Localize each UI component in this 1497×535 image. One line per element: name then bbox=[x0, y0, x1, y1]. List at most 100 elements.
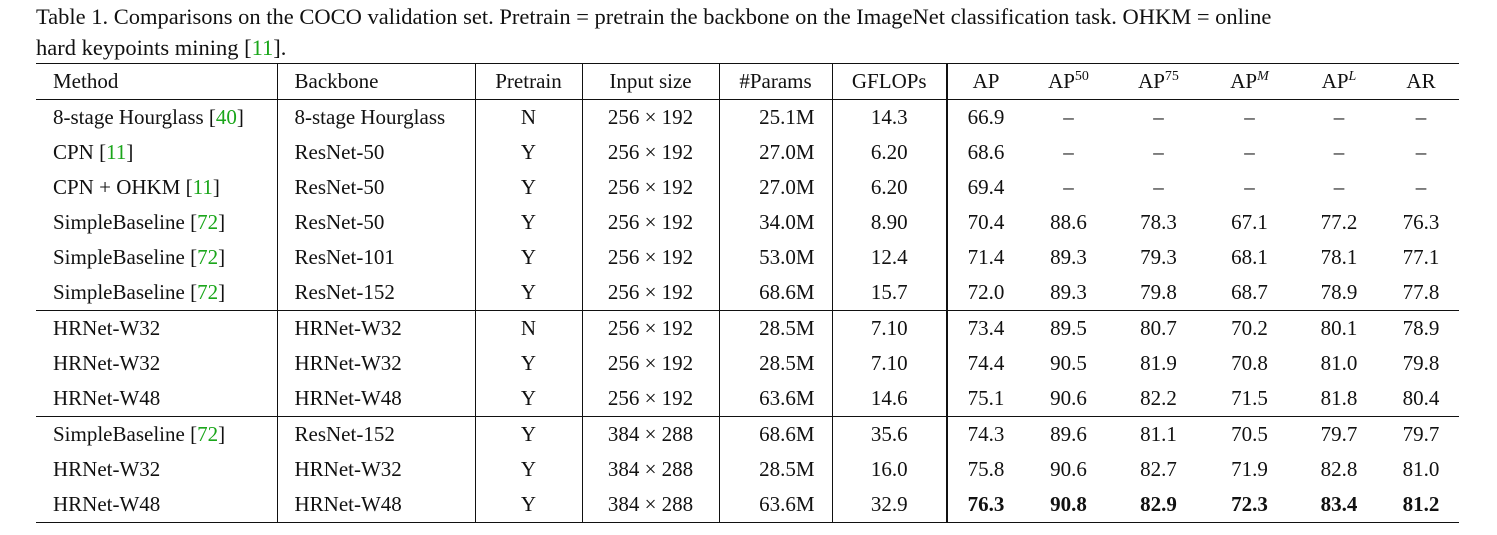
table-row: 8-stage Hourglass [40] 8-stage Hourglass N… bbox=[36, 99, 1459, 135]
citation-close: ] bbox=[218, 210, 226, 234]
cell-method: HRNet-W32 bbox=[36, 346, 278, 381]
cell-ap50: – bbox=[1063, 105, 1074, 129]
cell-ap: 69.4 bbox=[967, 175, 1005, 199]
cell-ap75: 79.8 bbox=[1140, 280, 1177, 304]
cell-ap75: – bbox=[1153, 175, 1164, 199]
cell-params: 53.0M bbox=[719, 240, 833, 275]
method-name: SimpleBaseline [ bbox=[53, 422, 198, 446]
cell-ap50: 88.6 bbox=[1050, 210, 1087, 234]
cell-ar: 78.9 bbox=[1383, 310, 1459, 346]
cell-ar: – bbox=[1415, 105, 1427, 129]
cell-input-size: 384 × 288 bbox=[582, 452, 720, 487]
cell-gflops: 6.20 bbox=[832, 135, 948, 170]
citation-link[interactable]: 72 bbox=[197, 280, 219, 304]
method-name: SimpleBaseline [ bbox=[53, 280, 198, 304]
cell-apm: – bbox=[1244, 175, 1255, 199]
citation-link[interactable]: 11 bbox=[251, 35, 274, 60]
table-body: 8-stage Hourglass [40] 8-stage Hourglass N… bbox=[36, 99, 1459, 523]
header-input-size: Input size bbox=[582, 63, 720, 100]
cell-gflops: 8.90 bbox=[832, 205, 948, 240]
table-row: SimpleBaseline [72] ResNet-152 Y 384 × 288 6… bbox=[36, 416, 1459, 452]
citation-link[interactable]: 11 bbox=[192, 175, 213, 199]
cell-backbone: ResNet-101 bbox=[277, 240, 476, 275]
citation-close: ] bbox=[212, 175, 220, 199]
cell-apm: – bbox=[1244, 140, 1255, 164]
cell-apm: – bbox=[1244, 105, 1255, 129]
cell-ar: 79.7 bbox=[1383, 416, 1459, 452]
cell-backbone: HRNet-W32 bbox=[277, 346, 476, 381]
cell-apl: 79.7 bbox=[1295, 416, 1383, 452]
cell-method: HRNet-W48 bbox=[36, 487, 278, 523]
cell-method: CPN [11] bbox=[36, 135, 278, 170]
cell-pretrain: Y bbox=[475, 381, 583, 417]
citation-link[interactable]: 72 bbox=[197, 422, 219, 446]
cell-method: HRNet-W32 bbox=[36, 452, 278, 487]
cell-gflops: 14.3 bbox=[832, 99, 948, 135]
header-ar: AR bbox=[1383, 63, 1459, 100]
cell-ap50: 90.6 bbox=[1050, 457, 1087, 481]
citation-link[interactable]: 72 bbox=[197, 245, 219, 269]
cell-apm: 70.2 bbox=[1204, 310, 1295, 346]
cell-pretrain: Y bbox=[475, 487, 583, 523]
cell-pretrain: Y bbox=[475, 452, 583, 487]
header-row: Method Backbone Pretrain Input size #Par… bbox=[36, 63, 1459, 100]
cell-apm: 71.9 bbox=[1231, 457, 1268, 481]
cell-pretrain: Y bbox=[475, 416, 583, 452]
header-ap50-sup: 50 bbox=[1074, 69, 1089, 84]
cell-ap50: 89.3 bbox=[1050, 245, 1087, 269]
cell-pretrain: Y bbox=[475, 275, 583, 311]
cell-apl: 78.9 bbox=[1320, 280, 1358, 304]
header-apm-sup: M bbox=[1257, 69, 1269, 84]
cell-ap: 75.1 bbox=[967, 386, 1005, 410]
cell-ap75: 81.9 bbox=[1140, 351, 1177, 375]
cell-input-size: 256 × 192 bbox=[582, 135, 720, 170]
citation-link[interactable]: 11 bbox=[106, 140, 127, 164]
cell-ar: 76.3 bbox=[1402, 210, 1440, 234]
cell-ar: 81.0 bbox=[1402, 457, 1440, 481]
cell-apm: 68.1 bbox=[1231, 245, 1268, 269]
citation-link[interactable]: 72 bbox=[197, 210, 219, 234]
cell-pretrain: N bbox=[475, 99, 583, 135]
caption-line-1: Table 1. Comparisons on the COCO validat… bbox=[36, 4, 1272, 29]
cell-backbone: ResNet-152 bbox=[277, 275, 476, 311]
cell-gflops: 14.6 bbox=[832, 381, 948, 417]
header-apl: APL bbox=[1295, 63, 1383, 100]
cell-params: 68.6M bbox=[719, 275, 833, 311]
cell-ap: 74.4 bbox=[967, 351, 1005, 375]
cell-params: 28.5M bbox=[719, 452, 833, 487]
cell-apl: 77.2 bbox=[1320, 210, 1358, 234]
citation-close: ] bbox=[218, 245, 226, 269]
cell-method: SimpleBaseline [72] bbox=[36, 205, 278, 240]
cell-params: 28.5M bbox=[719, 346, 833, 381]
cell-ap75: 80.7 bbox=[1113, 310, 1204, 346]
cell-ap: 66.9 bbox=[967, 105, 1005, 129]
citation-link[interactable]: 40 bbox=[215, 105, 237, 129]
header-ap75-base: AP bbox=[1138, 69, 1165, 93]
cell-apl: 78.1 bbox=[1320, 245, 1358, 269]
header-pretrain: Pretrain bbox=[475, 63, 583, 100]
cell-apm: 72.3 bbox=[1204, 487, 1295, 523]
citation-close: ] bbox=[236, 105, 244, 129]
header-ap75: AP75 bbox=[1113, 63, 1204, 100]
header-ap75-sup: 75 bbox=[1164, 69, 1179, 84]
cell-ap: 76.3 bbox=[947, 487, 1024, 523]
cell-params: 25.1M bbox=[719, 99, 833, 135]
header-apl-sup: L bbox=[1348, 69, 1357, 84]
cell-params: 34.0M bbox=[719, 205, 833, 240]
caption-text: hard keypoints mining [ bbox=[36, 35, 252, 60]
cell-backbone: HRNet-W48 bbox=[277, 487, 476, 523]
caption-line-2: hard keypoints mining [11]. bbox=[36, 32, 1456, 63]
header-apm-base: AP bbox=[1230, 69, 1258, 93]
citation-close: ] bbox=[218, 422, 226, 446]
cell-gflops: 7.10 bbox=[832, 310, 948, 346]
header-gflops: GFLOPs bbox=[832, 63, 948, 100]
cell-input-size: 256 × 192 bbox=[582, 275, 720, 311]
cell-backbone: HRNet-W32 bbox=[277, 310, 476, 346]
cell-ap75: 79.3 bbox=[1140, 245, 1177, 269]
cell-ar: 77.1 bbox=[1402, 245, 1440, 269]
cell-input-size: 256 × 192 bbox=[582, 381, 720, 417]
cell-ap: 68.6 bbox=[967, 140, 1005, 164]
cell-ap: 71.4 bbox=[967, 245, 1005, 269]
cell-apl: 81.0 bbox=[1320, 351, 1358, 375]
cell-backbone: ResNet-50 bbox=[277, 205, 476, 240]
